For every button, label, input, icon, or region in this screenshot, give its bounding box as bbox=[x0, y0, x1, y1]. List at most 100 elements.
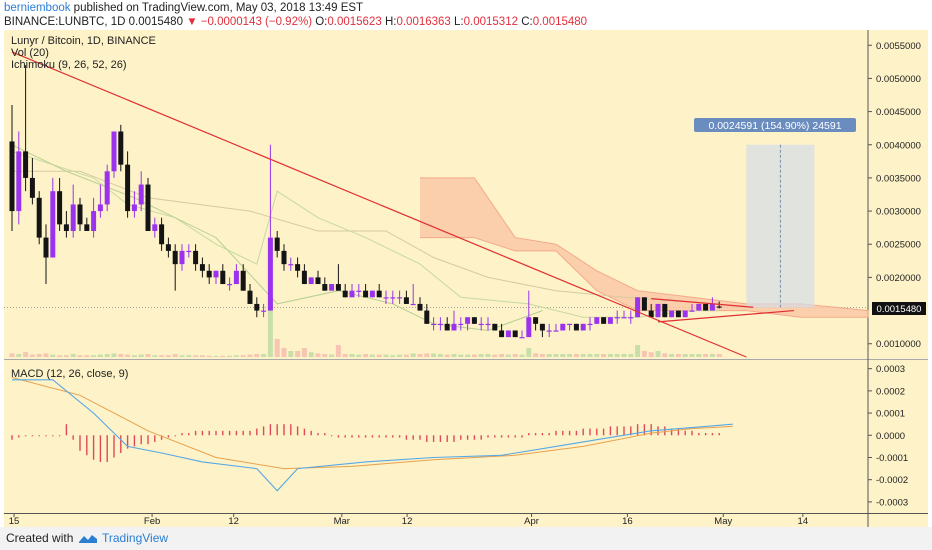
volume-bar bbox=[220, 355, 226, 357]
time-tick-label: Mar bbox=[334, 516, 350, 527]
trendline bbox=[651, 298, 754, 308]
time-tick-label: May bbox=[714, 516, 732, 527]
volume-bar bbox=[233, 355, 239, 357]
macd-tick-label: 0.0003 bbox=[876, 364, 905, 375]
candle-body bbox=[145, 184, 151, 231]
volume-bar bbox=[703, 354, 709, 357]
candle-body bbox=[539, 323, 545, 331]
volume-bar bbox=[492, 354, 498, 357]
volume-bar bbox=[655, 351, 661, 357]
candle-body bbox=[451, 323, 457, 331]
volume-bar bbox=[301, 348, 307, 357]
volume-bar bbox=[635, 345, 641, 357]
volume-bar bbox=[505, 354, 511, 357]
volume-bar bbox=[369, 354, 375, 357]
volume-bar bbox=[621, 354, 627, 357]
ohlc-high-key: H: bbox=[381, 16, 397, 28]
candle-body bbox=[91, 211, 97, 231]
time-tick-label: 16 bbox=[622, 516, 633, 527]
volume-bar bbox=[329, 354, 335, 357]
candle-body bbox=[267, 237, 273, 311]
candle-body bbox=[247, 290, 253, 304]
tradingview-logo-icon[interactable] bbox=[78, 533, 98, 544]
candle-body bbox=[383, 297, 389, 299]
macd-signal-line bbox=[11, 377, 733, 470]
price-tick-label: 0.0020000 bbox=[876, 273, 921, 284]
candle-body bbox=[424, 310, 430, 324]
volume-bar bbox=[254, 354, 260, 357]
price-tick-label: 0.0055000 bbox=[876, 41, 921, 52]
volume-bar bbox=[159, 355, 165, 357]
volume-bar bbox=[206, 355, 212, 357]
candle-body bbox=[172, 250, 178, 265]
candle-body bbox=[567, 323, 573, 326]
candle-body bbox=[315, 277, 321, 285]
volume-bar bbox=[437, 354, 443, 357]
volume-bar bbox=[607, 354, 613, 357]
candle-body bbox=[403, 297, 409, 304]
candle-body bbox=[675, 310, 681, 318]
volume-bar bbox=[417, 354, 423, 357]
candle-body bbox=[628, 317, 634, 319]
candle-body bbox=[410, 303, 416, 306]
candle-body bbox=[533, 317, 539, 324]
volume-bar bbox=[709, 354, 715, 357]
last-price: 0.0015480 bbox=[125, 16, 183, 28]
candle-body bbox=[233, 270, 239, 285]
volume-bar bbox=[662, 353, 668, 357]
candle-body bbox=[240, 270, 246, 291]
volume-bar bbox=[376, 354, 382, 357]
volume-bar bbox=[431, 353, 437, 357]
volume-bar bbox=[77, 355, 83, 357]
volume-bar bbox=[499, 354, 505, 357]
candle-body bbox=[193, 250, 199, 265]
candle-body bbox=[390, 297, 396, 299]
ohlc-low-key: L: bbox=[450, 16, 464, 28]
volume-bar bbox=[356, 354, 362, 357]
candle-body bbox=[607, 317, 613, 324]
candle-body bbox=[363, 290, 369, 298]
candle-body bbox=[512, 330, 518, 338]
candle-body bbox=[682, 310, 688, 318]
volume-bar bbox=[403, 354, 409, 357]
candle-body bbox=[356, 290, 362, 292]
symbol-label: BINANCE:LUNBTC, 1D bbox=[4, 16, 126, 28]
candle-body bbox=[70, 204, 76, 231]
volume-bar bbox=[519, 354, 525, 357]
trendline bbox=[11, 51, 747, 358]
volume-bar bbox=[322, 354, 328, 357]
candle-body bbox=[417, 303, 423, 311]
candle-body bbox=[709, 303, 715, 311]
candle-body bbox=[614, 317, 620, 319]
time-tick-label: 12 bbox=[402, 516, 413, 527]
volume-bar bbox=[587, 354, 593, 357]
candle-body bbox=[159, 224, 165, 245]
publish-line: berniembook published on TradingView.com… bbox=[4, 1, 363, 15]
macd-tick-label: 0.0002 bbox=[876, 386, 905, 397]
candle-body bbox=[519, 337, 525, 339]
volume-bar bbox=[152, 355, 158, 357]
candle-body bbox=[335, 284, 341, 291]
candle-body bbox=[206, 270, 212, 278]
candle-body bbox=[601, 317, 607, 324]
candle-body bbox=[57, 191, 63, 225]
candle-body bbox=[111, 131, 117, 172]
ichimoku-tenkan bbox=[11, 150, 720, 318]
candle-body bbox=[16, 151, 22, 212]
volume-bar bbox=[471, 354, 477, 357]
candle-body bbox=[199, 264, 205, 271]
candle-body bbox=[587, 323, 593, 326]
volume-bar bbox=[342, 354, 348, 357]
chart-svg[interactable]: 0.0055000 0.0050000 0.0045000 0.0040000 0.00… bbox=[4, 30, 928, 527]
macd-line bbox=[12, 379, 733, 492]
candle-body bbox=[213, 270, 219, 278]
candle-body bbox=[261, 310, 267, 312]
volume-bar bbox=[628, 354, 634, 357]
ohlc-high-value: 0.0016363 bbox=[396, 16, 451, 28]
candle-body bbox=[553, 330, 559, 332]
tradingview-brand-link[interactable]: TradingView bbox=[102, 531, 169, 545]
chart-area[interactable]: 0.0055000 0.0050000 0.0045000 0.0040000 0.00… bbox=[4, 30, 928, 527]
created-with-text: Created with bbox=[6, 531, 74, 545]
username-link[interactable]: berniembook bbox=[4, 2, 71, 14]
volume-bar bbox=[91, 355, 97, 357]
